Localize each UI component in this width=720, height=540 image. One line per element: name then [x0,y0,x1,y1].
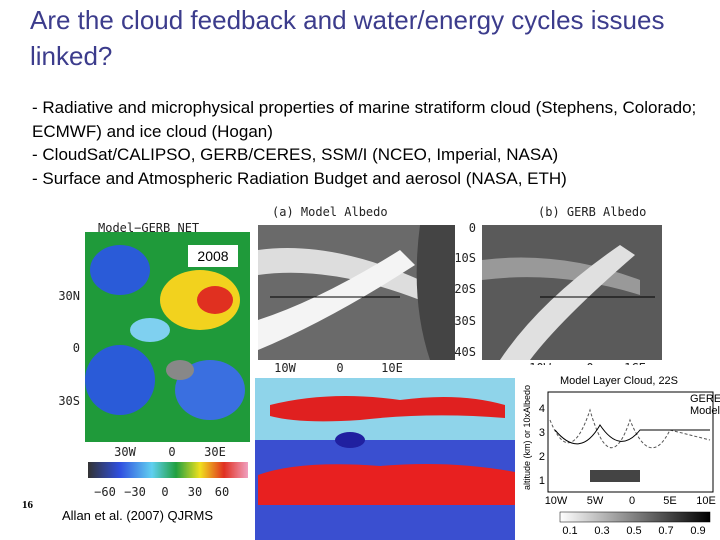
cloud-section [255,378,517,540]
model-line [554,424,710,445]
cloud-band [258,250,415,350]
cloud-band [482,257,640,295]
land [416,225,455,360]
albedo-b: (b) GERB Albedo 10W 0 1CE [482,205,662,375]
lon-label: 10E [381,361,403,375]
blob [85,345,155,415]
colorbar [559,511,711,523]
bullet: - Surface and Atmospheric Radiation Budg… [32,168,567,188]
lon-label: 30W [114,445,136,459]
lon-label: 0 [336,361,343,375]
year-box [188,245,238,267]
legend-entry: GERE [690,393,720,405]
y-tick: 3 [539,427,545,439]
lon-label: 0 [168,445,175,459]
blob [197,286,233,314]
cloud-layer [258,464,515,505]
colorbar-label: 0.7 [658,525,673,537]
plot-title: Model Layer Cloud, 22S [560,375,678,387]
lat-label: 10S [454,251,476,265]
x-tick: 10W [545,495,568,507]
blob [90,245,150,295]
lat-label: 0 [469,221,476,235]
slide-number: 16 [22,499,34,511]
bullets-box: - Radiative and microphysical properties… [32,96,712,190]
colorbar-label: 0.3 [594,525,609,537]
title: Are the cloud feedback and water/energy … [30,5,665,71]
cloud-band [258,248,420,300]
panel-title: (b) GERB Albedo [538,205,646,219]
colorbar-label: 0.9 [690,525,705,537]
cloud-blob [335,432,365,448]
colorbar-label: 30 [188,485,202,499]
colorbar-label: −60 [94,485,116,499]
map-title: Model−GERB NET [98,221,199,235]
lat-label: 0 [73,341,80,355]
lat-label: 40S [454,345,476,359]
colorbar-label: 0.5 [626,525,641,537]
cloud-profile: Model Layer Cloud, 22S GERE Model altitu… [515,365,720,540]
cloud-band [500,245,635,360]
map-figure: 2008 Model−GERB NET 30N 0 30S 30W 0 30E … [58,221,250,499]
title-box: Are the cloud feedback and water/energy … [30,5,665,71]
y-tick: 2 [539,451,545,463]
y-tick: 4 [539,403,545,415]
colorbar [88,462,248,478]
colorbar-label: 0.1 [562,525,577,537]
cloud-layer [270,396,505,422]
x-tick: 10E [696,495,716,507]
citation: Allan et al. (2007) QJRMS [62,508,213,523]
lon-label: 10W [274,361,296,375]
year: 2008 [197,248,228,264]
bullet: - Radiative and microphysical properties… [32,98,697,141]
lat-label: 30S [58,394,80,408]
bullets: - Radiative and microphysical properties… [32,96,712,190]
colorbar-label: 0 [161,485,168,499]
plot-bg [515,365,720,540]
panel-title: (a) Model Albedo [272,205,388,219]
blob [130,318,170,342]
x-tick: 5E [663,495,676,507]
lat-label: 30S [454,314,476,328]
lat-label: 20S [454,282,476,296]
colorbar-label: 60 [215,485,229,499]
cloud-shading [590,470,640,482]
plot-frame [547,391,714,493]
blob [166,360,194,380]
y-label: altitude (km) or 10xAlbedo [522,385,532,490]
blob [175,360,245,420]
legend-entry: Model [690,405,720,417]
bullet: - CloudSat/CALIPSO, GERB/CERES, SSM/I (N… [32,145,559,164]
albedo-a: (a) Model Albedo 0 10S 20S 30S 40S 10W 0… [258,205,476,375]
lon-label: 30E [204,445,226,459]
x-tick: 5W [587,495,604,507]
y-tick: 1 [539,475,545,487]
x-tick: 0 [629,495,635,507]
colorbar-label: −30 [124,485,146,499]
lat-label: 30N [58,289,80,303]
